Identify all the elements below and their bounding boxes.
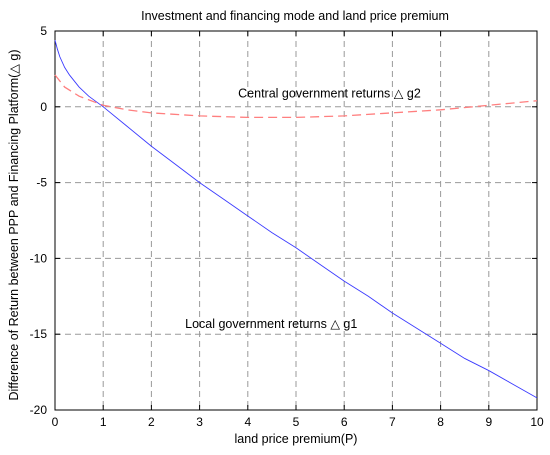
y-tick-label: 0 — [40, 100, 47, 114]
x-tick-label: 2 — [148, 415, 155, 429]
x-tick-label: 3 — [196, 415, 203, 429]
y-tick-label: 5 — [40, 24, 47, 38]
series-line-g1 — [54, 39, 538, 399]
x-tick-label: 4 — [244, 415, 251, 429]
x-tick-label: 1 — [100, 415, 107, 429]
x-tick-label: 5 — [293, 415, 300, 429]
x-tick-label: 6 — [341, 415, 348, 429]
x-tick-label: 0 — [52, 415, 59, 429]
y-tick-label: -5 — [36, 176, 47, 190]
x-tick-label: 8 — [437, 415, 444, 429]
y-axis-label: Difference of Return between PPP and Fin… — [7, 49, 21, 400]
grid — [55, 31, 537, 410]
y-tick-label: -10 — [30, 251, 48, 265]
axis-ticks: 0 1 2 3 4 5 6 7 8 9 10 5 0 -5 -10 -15 -20 — [30, 24, 544, 429]
y-tick-label: -15 — [30, 327, 48, 341]
chart-title: Investment and financing mode and land p… — [141, 9, 449, 23]
x-tick-label: 9 — [485, 415, 492, 429]
x-axis-label: land price premium(P) — [235, 432, 358, 446]
y-tick-label: -20 — [30, 403, 48, 417]
x-tick-label: 10 — [530, 415, 544, 429]
x-tick-label: 7 — [389, 415, 396, 429]
series-line-g2 — [54, 74, 538, 119]
annotation-g1: Local government returns △ g1 — [185, 317, 357, 331]
series-layer — [54, 39, 538, 399]
annotation-g2: Central government returns △ g2 — [238, 87, 421, 101]
